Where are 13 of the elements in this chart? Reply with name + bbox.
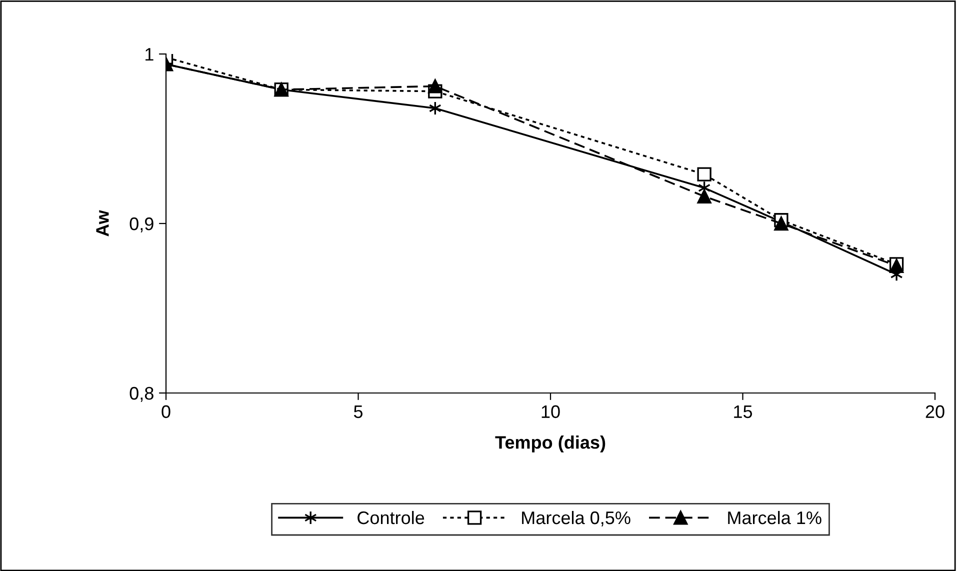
x-tick-label: 5 (354, 405, 363, 418)
x-tick-label: 15 (734, 405, 752, 418)
legend-label: Controle (358, 510, 424, 524)
y-axis-title: Aw (96, 210, 109, 236)
legend-label: Marcela 1% (728, 510, 822, 524)
x-tick-label: 0 (162, 405, 170, 418)
x-tick-label: 20 (926, 405, 944, 418)
y-tick-label: 0,8 (130, 386, 154, 402)
y-tick-label: 1 (146, 48, 154, 61)
legend-label: Marcela 0,5% (522, 510, 630, 526)
y-tick-label: 0,9 (130, 217, 154, 232)
x-tick-label: 10 (542, 405, 560, 418)
x-axis-title: Tempo (dias) (495, 436, 606, 452)
